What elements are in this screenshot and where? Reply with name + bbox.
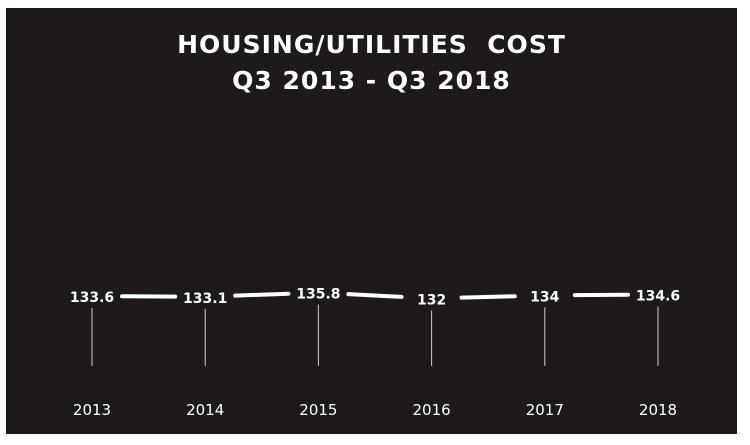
- data-label: 134: [530, 289, 559, 305]
- x-tick-label: 2014: [186, 401, 224, 419]
- chart-subtitle: Q3 2013 - Q3 2018: [232, 66, 511, 95]
- x-tick-label: 2013: [73, 401, 111, 419]
- x-tick-label: 2016: [413, 401, 451, 419]
- x-tick-label: 2018: [639, 401, 677, 419]
- data-label: 132: [417, 292, 446, 308]
- x-tick-label: 2017: [526, 401, 564, 419]
- data-label: 133.6: [70, 290, 114, 306]
- data-label: 134.6: [636, 288, 680, 304]
- series-line-segment: [459, 294, 517, 300]
- series-line-segment: [346, 292, 404, 299]
- x-tick-label: 2015: [299, 401, 337, 419]
- line-chart: 133.6 133.1 135.8 132 134 134.6 2013 2014 2015 20…: [70, 287, 680, 419]
- data-label: 135.8: [296, 287, 340, 303]
- chart-title: HOUSING/UTILITIES COST: [177, 30, 566, 59]
- data-label: 133.1: [183, 291, 227, 307]
- series-line-segment: [233, 291, 291, 298]
- chart-panel: HOUSING/UTILITIES COST Q3 2013 - Q3 2018…: [6, 8, 737, 434]
